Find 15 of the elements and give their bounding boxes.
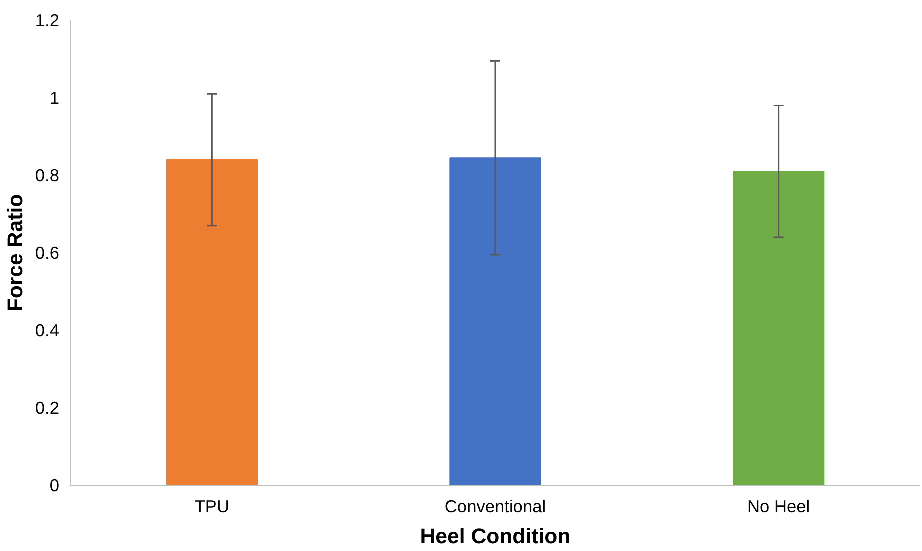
x-tick-label: TPU <box>194 496 230 516</box>
x-tick-label: Conventional <box>444 496 546 516</box>
y-tick-label: 0.2 <box>35 398 60 418</box>
bar <box>166 160 258 486</box>
y-tick-label: 0.8 <box>35 166 60 186</box>
x-axis-title: Heel Condition <box>420 524 571 548</box>
y-tick-label: 0.4 <box>35 320 60 340</box>
y-tick-label: 1 <box>50 88 60 108</box>
y-axis-title: Force Ratio <box>3 194 28 312</box>
bar <box>450 158 542 486</box>
y-tick-label: 0 <box>50 476 60 496</box>
y-tick-label: 1.2 <box>35 10 60 30</box>
x-tick-label: No Heel <box>748 496 810 516</box>
bar <box>733 171 825 486</box>
y-tick-label: 0.6 <box>35 243 60 263</box>
